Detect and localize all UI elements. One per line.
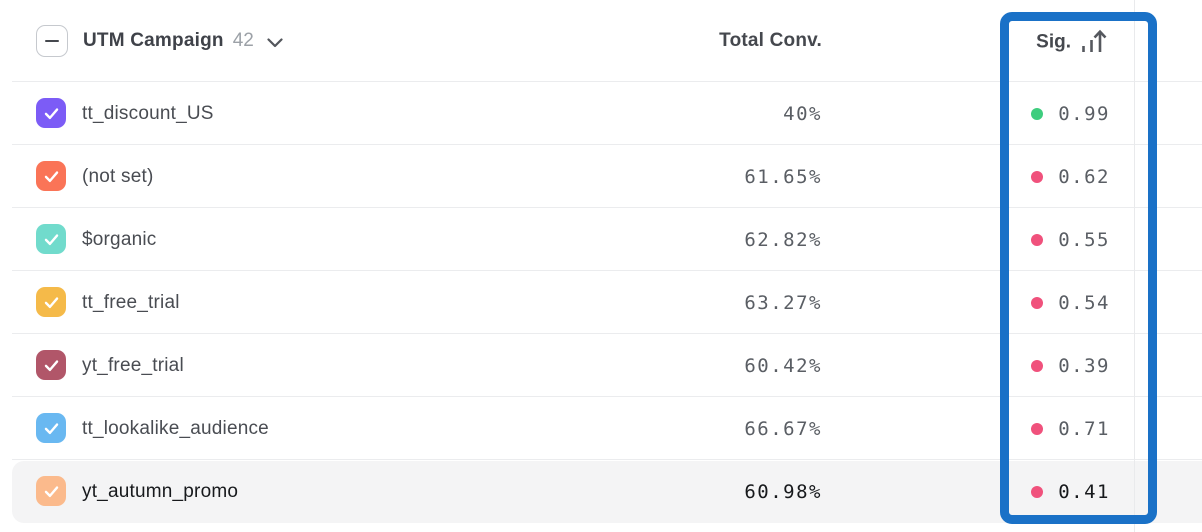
sig-cell: 0.99 — [1031, 103, 1110, 125]
checkmark-icon — [44, 233, 58, 245]
total-conv-value: 60.42% — [744, 354, 822, 377]
row-checkbox[interactable] — [36, 98, 66, 128]
table-row[interactable]: yt_autumn_promo 60.98% 0.41 — [0, 460, 1202, 523]
total-conv-value: 62.82% — [744, 228, 822, 251]
row-checkbox[interactable] — [36, 350, 66, 380]
chevron-down-icon[interactable] — [267, 37, 283, 48]
sig-value: 0.39 — [1058, 354, 1110, 377]
sig-cell: 0.54 — [1031, 292, 1110, 314]
checkmark-icon — [44, 107, 58, 119]
significance-dot-icon — [1031, 296, 1044, 309]
campaign-label: tt_free_trial — [82, 291, 180, 313]
sort-ascending-icon — [1082, 29, 1107, 52]
sig-value: 0.54 — [1058, 291, 1110, 314]
column-header-total-conv[interactable]: Total Conv. — [719, 30, 822, 51]
table-body: tt_discount_US 40% 0.99 (not set) 61.65%… — [0, 82, 1202, 523]
sig-value: 0.71 — [1058, 417, 1110, 440]
sig-value: 0.99 — [1058, 102, 1110, 125]
table-row[interactable]: tt_free_trial 63.27% 0.54 — [0, 271, 1202, 334]
sig-value: 0.62 — [1058, 165, 1110, 188]
total-conv-value: 63.27% — [744, 291, 822, 314]
significance-dot-icon — [1031, 422, 1044, 435]
sig-value: 0.55 — [1058, 228, 1110, 251]
checkmark-icon — [44, 359, 58, 371]
row-checkbox[interactable] — [36, 413, 66, 443]
checkmark-icon — [44, 170, 58, 182]
sig-value: 0.41 — [1058, 480, 1110, 503]
select-all-checkbox[interactable] — [36, 25, 68, 57]
sig-header-label: Sig. — [1036, 31, 1071, 53]
table-row[interactable]: tt_discount_US 40% 0.99 — [0, 82, 1202, 145]
checkmark-icon — [44, 485, 58, 497]
row-checkbox[interactable] — [36, 287, 66, 317]
column-divider — [1134, 0, 1135, 532]
sig-cell: 0.62 — [1031, 166, 1110, 188]
indeterminate-minus-icon — [45, 39, 59, 43]
sig-cell: 0.39 — [1031, 355, 1110, 377]
significance-dot-icon — [1031, 107, 1044, 120]
campaign-label: $organic — [82, 228, 157, 250]
significance-dot-icon — [1031, 170, 1044, 183]
sig-cell: 0.71 — [1031, 418, 1110, 440]
total-conv-value: 60.98% — [744, 480, 822, 503]
campaign-label: tt_lookalike_audience — [82, 417, 269, 439]
total-conv-value: 66.67% — [744, 417, 822, 440]
checkmark-icon — [44, 422, 58, 434]
total-conv-value: 40% — [783, 102, 822, 125]
significance-dot-icon — [1031, 233, 1044, 246]
sig-cell: 0.41 — [1031, 481, 1110, 503]
column-header-sig[interactable]: Sig. — [1036, 29, 1107, 54]
dimension-label: UTM Campaign — [83, 30, 224, 51]
campaign-label: tt_discount_US — [82, 102, 214, 124]
table-header-row: UTM Campaign 42 Total Conv. Sig. — [0, 0, 1202, 82]
significance-dot-icon — [1031, 485, 1044, 498]
sig-cell: 0.55 — [1031, 229, 1110, 251]
table-row[interactable]: $organic 62.82% 0.55 — [0, 208, 1202, 271]
campaign-label: yt_autumn_promo — [82, 480, 239, 502]
dimension-count: 42 — [232, 30, 254, 51]
total-conv-value: 61.65% — [744, 165, 822, 188]
table-row[interactable]: tt_lookalike_audience 66.67% 0.71 — [0, 397, 1202, 460]
significance-dot-icon — [1031, 359, 1044, 372]
row-checkbox[interactable] — [36, 476, 66, 506]
table-row[interactable]: yt_free_trial 60.42% 0.39 — [0, 334, 1202, 397]
campaign-label: yt_free_trial — [82, 354, 184, 376]
campaign-label: (not set) — [82, 165, 154, 187]
checkmark-icon — [44, 296, 58, 308]
table-row[interactable]: (not set) 61.65% 0.62 — [0, 145, 1202, 208]
row-checkbox[interactable] — [36, 161, 66, 191]
dimension-header: UTM Campaign 42 — [36, 0, 283, 82]
row-checkbox[interactable] — [36, 224, 66, 254]
